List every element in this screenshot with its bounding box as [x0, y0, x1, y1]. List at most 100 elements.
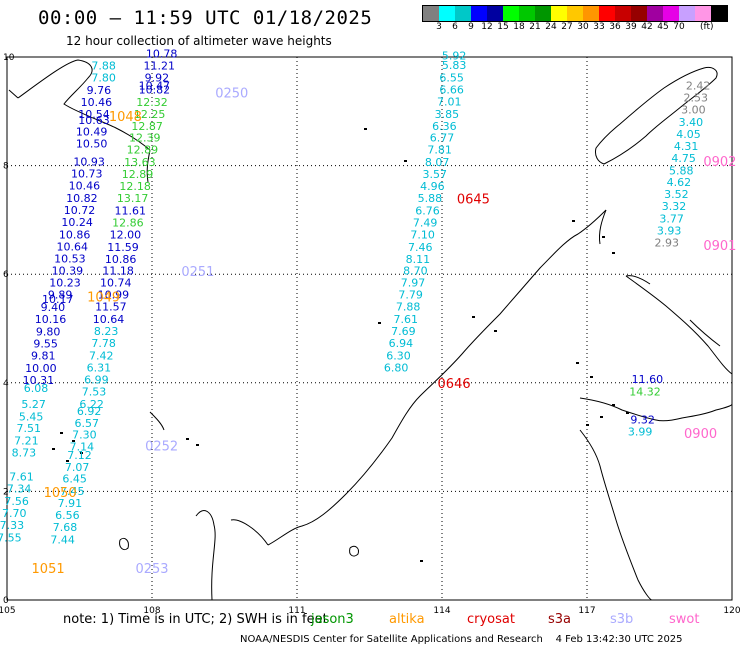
coastline — [149, 411, 165, 431]
wave-height-label: 7.79 — [398, 289, 423, 302]
wave-height-label: 2.42 — [686, 80, 711, 93]
color-swatch — [455, 6, 471, 21]
island — [378, 322, 381, 324]
longitude-tick-label: 105 — [0, 606, 16, 616]
wave-height-label: 6.99 — [84, 373, 109, 386]
wave-height-label: 11.18 — [102, 265, 134, 278]
color-swatch — [663, 6, 679, 21]
color-scale-tick-label: 9 — [468, 22, 474, 32]
color-swatch — [471, 6, 487, 21]
wave-height-label: 7.51 — [17, 422, 42, 435]
wave-height-label: 6.92 — [77, 405, 102, 418]
color-swatch — [503, 6, 519, 21]
wave-height-label: 8.23 — [94, 325, 119, 338]
wave-height-label: 8.07 — [425, 156, 450, 169]
wave-height-label: 3.52 — [664, 188, 689, 201]
color-scale-tick-label: 36 — [609, 22, 621, 32]
page-subtitle: 12 hour collection of altimeter wave hei… — [66, 34, 332, 48]
wave-height-label: 3.40 — [679, 116, 704, 129]
wave-height-label: 12.25 — [134, 108, 166, 121]
color-swatch — [551, 6, 567, 21]
wave-height-label: 11.21 — [144, 59, 176, 72]
pass-time-label: 0645 — [457, 193, 490, 208]
wave-height-label: 5.92 — [442, 50, 467, 63]
wave-height-label: 10.72 — [64, 204, 96, 217]
wave-height-label: 3.99 — [628, 425, 653, 438]
wave-height-label: 10.78 — [146, 48, 178, 61]
wave-height-label: 9.80 — [36, 326, 61, 339]
wave-height-label: 6.56 — [55, 509, 80, 522]
wave-height-label: 6.30 — [386, 349, 411, 362]
wave-height-label: 10.47 — [139, 80, 171, 93]
wave-height-label: 7.45 — [60, 485, 85, 498]
wave-height-label: 6.08 — [24, 382, 49, 395]
color-scale-labels: 3 6 9 12 15 18 21 24 27 30 33 36 39 42 45 70 (ft) — [422, 22, 740, 34]
wave-height-label: 4.62 — [667, 176, 692, 189]
island — [364, 128, 367, 130]
wave-height-label: 10.86 — [105, 253, 137, 266]
wave-height-label: 12.86 — [112, 216, 144, 229]
color-scale-unit: (ft) — [700, 22, 714, 32]
wave-height-label: 10.93 — [73, 156, 105, 169]
wave-height-label: 10.99 — [98, 289, 130, 302]
wave-height-label: 7.42 — [89, 349, 114, 362]
island — [472, 316, 475, 318]
wave-height-label: 10.74 — [100, 277, 132, 290]
wave-height-label: 10.49 — [76, 126, 108, 139]
island — [626, 412, 629, 414]
color-swatch — [583, 6, 599, 21]
latitude-tick-label: 6 — [3, 270, 9, 280]
pass-time-label: 0901 — [703, 239, 736, 254]
page-title: 00:00 – 11:59 UTC 01/18/2025 — [38, 7, 373, 29]
wave-height-label: 7.55 — [0, 531, 22, 544]
color-scale-tick-label: 18 — [513, 22, 525, 32]
coastline — [625, 275, 651, 285]
pass-time-label: 1050 — [44, 486, 77, 501]
wave-height-label: 7.21 — [14, 435, 39, 448]
wave-height-label: 8.11 — [406, 253, 431, 266]
color-swatch — [439, 6, 455, 21]
wave-height-label: 5.88 — [418, 192, 443, 205]
wave-height-label: 2.93 — [655, 237, 680, 250]
color-scale-tick-label: 15 — [497, 22, 509, 32]
wave-height-label: 4.96 — [420, 180, 445, 193]
color-scale-tick-label: 27 — [561, 22, 573, 32]
wave-height-label: 7.30 — [72, 429, 97, 442]
wave-height-label: 3.57 — [423, 168, 448, 181]
coastline — [195, 510, 216, 601]
island — [404, 160, 407, 162]
color-swatch — [423, 6, 439, 21]
color-swatch — [631, 6, 647, 21]
wave-height-label: 3.85 — [435, 108, 460, 121]
wave-height-label: 3.32 — [662, 200, 687, 213]
coastline — [146, 149, 151, 183]
wave-height-label: 7.61 — [394, 313, 419, 326]
wave-height-label: 10.31 — [23, 374, 55, 387]
coastline — [579, 429, 653, 601]
wave-height-label: 8.70 — [403, 265, 428, 278]
color-swatch — [487, 6, 503, 21]
wave-height-label: 9.76 — [87, 84, 112, 97]
wave-height-label: 11.59 — [107, 241, 139, 254]
wave-height-label: 4.31 — [674, 140, 699, 153]
wave-height-label: 10.53 — [54, 252, 86, 265]
wave-height-label: 8.73 — [12, 447, 37, 460]
wave-height-label: 6.31 — [87, 361, 112, 374]
color-swatch — [615, 6, 631, 21]
color-scale-tick-label: 45 — [657, 22, 669, 32]
wave-height-label: 7.07 — [65, 461, 90, 474]
wave-height-label: 6.66 — [439, 83, 464, 96]
wave-height-label: 7.68 — [53, 521, 78, 534]
color-swatch — [599, 6, 615, 21]
longitude-tick-label: 114 — [433, 606, 450, 616]
latitude-tick-label: 10 — [3, 53, 15, 63]
legend-item-s3a: s3a — [548, 612, 572, 627]
wave-height-label: 7.88 — [396, 301, 421, 314]
wave-height-label: 12.39 — [129, 132, 161, 145]
wave-height-label: 10.39 — [52, 265, 84, 278]
wave-height-label: 7.12 — [67, 449, 92, 462]
wave-height-label: 7.91 — [58, 497, 83, 510]
credit-line: NOAA/NESDIS Center for Satellite Applica… — [240, 634, 683, 645]
island — [420, 560, 423, 562]
